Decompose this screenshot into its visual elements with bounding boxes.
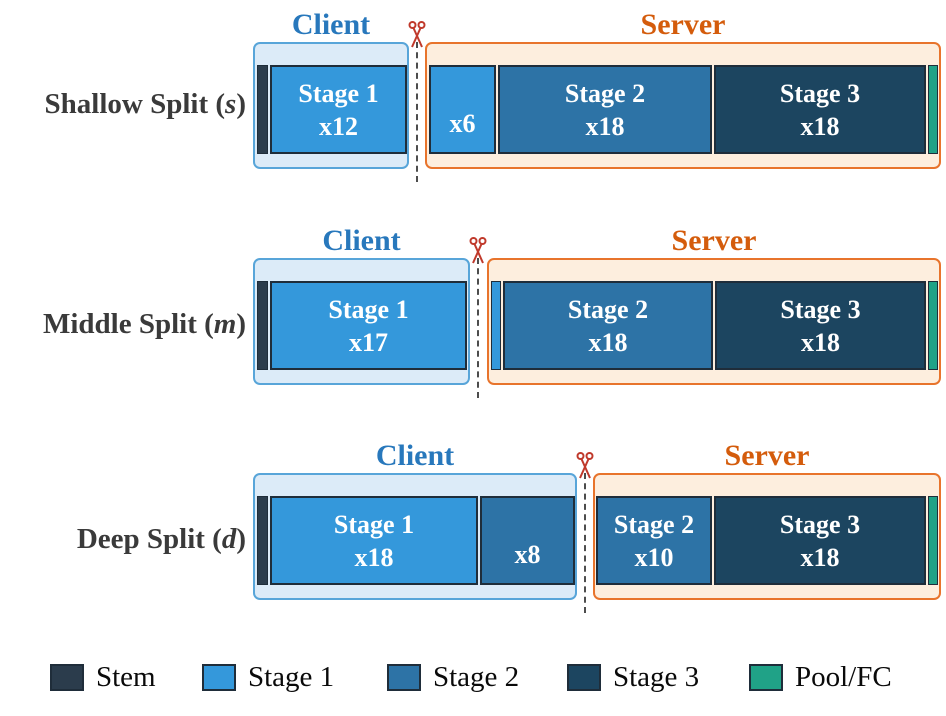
stage1-server-block: x6 [429, 65, 496, 154]
legend-swatch-stem [50, 664, 84, 691]
split-point-line [416, 42, 418, 182]
row-label-text: Middle Split ( [42, 308, 214, 340]
row-label-text: Shallow Split ( [44, 88, 226, 120]
server-header: Server [671, 224, 757, 257]
legend-label-stage1: Stage 1 [248, 661, 335, 693]
row-label-text: ) [236, 523, 246, 555]
stem-block [257, 496, 268, 585]
stage1-block: Stage 1 x18 [270, 496, 478, 585]
stage-label: Stage 1 [333, 509, 415, 539]
stage-label: Stage 3 [780, 294, 861, 324]
stage-label: Stage 1 [328, 294, 409, 324]
stage-multiplier: x18 [800, 542, 840, 572]
row-label-middle: Middle Split (m) [0, 305, 246, 343]
stage-multiplier: x18 [801, 327, 840, 357]
scissors-icon [469, 237, 487, 264]
legend-label-stage3: Stage 3 [613, 661, 700, 693]
stage-label: Stage 3 [779, 78, 861, 108]
stage-multiplier: x18 [585, 111, 625, 141]
stage3-block: Stage 3 x18 [714, 65, 926, 154]
pool-fc-block [928, 281, 938, 370]
stage2-client-block: x8 [480, 496, 575, 585]
stage3-block: Stage 3 x18 [715, 281, 926, 370]
legend-label-stem: Stem [96, 661, 156, 693]
server-header: Server [640, 8, 726, 41]
row-label-text: Deep Split ( [76, 523, 222, 555]
stage-label: Stage 2 [564, 78, 646, 108]
legend-label-poolfc: Pool/FC [795, 661, 892, 693]
stem-block [257, 281, 268, 370]
row-label-text: ) [236, 88, 246, 120]
row-label-variable: d [221, 523, 237, 555]
row-label-variable: m [213, 308, 237, 340]
legend-swatch-stage3 [567, 664, 601, 691]
stage-multiplier: x10 [634, 542, 674, 572]
stage2-block: Stage 2 x18 [498, 65, 712, 154]
stage-multiplier: x18 [354, 542, 394, 572]
stage1-block: Stage 1 x17 [270, 281, 467, 370]
legend-swatch-stage1 [202, 664, 236, 691]
stage-label: Stage 1 [298, 78, 379, 108]
server-header: Server [724, 439, 810, 472]
stage-label: Stage 2 [567, 294, 649, 324]
stage-label: Stage 3 [779, 509, 861, 539]
stage1-block: Stage 1 x12 [270, 65, 407, 154]
stage2-block: Stage 2 x18 [503, 281, 713, 370]
scissors-icon [576, 452, 594, 479]
stage-multiplier: x18 [588, 327, 628, 357]
stage-multiplier: x18 [800, 111, 840, 141]
split-point-line [477, 258, 479, 398]
client-header: Client [291, 8, 371, 41]
pool-fc-block [928, 496, 938, 585]
client-header: Client [322, 224, 401, 257]
stem-block [257, 65, 268, 154]
row-label-shallow: Shallow Split (s) [0, 85, 246, 123]
stage-multiplier: x17 [349, 327, 388, 357]
split-point-line [584, 473, 586, 613]
row-label-text: ) [236, 308, 246, 340]
row-label-deep: Deep Split (d) [0, 520, 246, 558]
stage-label: Stage 2 [613, 509, 695, 539]
legend-label-stage2: Stage 2 [433, 661, 520, 693]
legend-swatch-poolfc [749, 664, 783, 691]
stage3-block: Stage 3 x18 [714, 496, 926, 585]
stage-multiplier: x12 [319, 111, 358, 141]
row-label-variable: s [225, 88, 237, 120]
stage2-block: Stage 2 x10 [596, 496, 712, 585]
client-header: Client [375, 439, 455, 472]
legend-swatch-stage2 [387, 664, 421, 691]
pool-fc-block [928, 65, 938, 154]
stage1-server-sliver [491, 281, 501, 370]
stage-multiplier: x8 [514, 540, 541, 569]
scissors-icon [408, 21, 426, 48]
stage-multiplier: x6 [449, 109, 476, 138]
